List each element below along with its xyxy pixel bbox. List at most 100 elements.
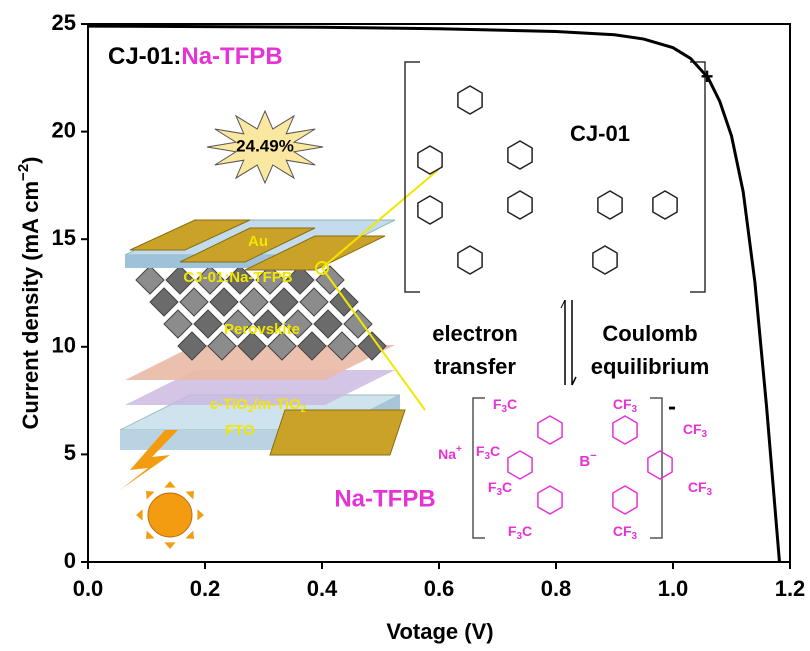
cf3-part: 3 <box>484 451 490 462</box>
cf3-part: 3 <box>496 487 502 498</box>
cf3-label: F3C <box>488 479 512 498</box>
y-tick-label: 20 <box>52 117 76 142</box>
cf3-part: 3 <box>501 404 507 415</box>
y-label-part: Current density (mA cm <box>18 181 43 430</box>
octahedron <box>165 265 195 295</box>
octahedron <box>163 309 193 339</box>
cf3-part: 3 <box>516 531 522 542</box>
cf3-part: 3 <box>632 404 638 415</box>
y-label-part: ) <box>18 156 43 163</box>
octahedron <box>177 331 207 361</box>
layer-label: CJ-01:Na-TFPB <box>183 269 292 286</box>
sun-ray <box>185 491 194 500</box>
octahedron <box>209 287 239 317</box>
y-label-part: −2 <box>15 164 32 181</box>
layer-label: c-TiO2/m-TiO2 <box>210 396 307 415</box>
title-part: Na-TFPB <box>181 43 282 70</box>
process-label: Coulomb <box>602 321 697 346</box>
layer-label: Au <box>248 233 268 250</box>
octahedron <box>195 265 225 295</box>
boron-part: − <box>590 450 596 462</box>
sun-ray <box>146 491 155 500</box>
octahedron <box>297 331 327 361</box>
sun <box>136 481 204 549</box>
cf3-label: CF3 <box>613 396 638 415</box>
octahedron <box>253 309 283 339</box>
sun-disc <box>147 492 193 538</box>
x-axis-label: Votage (V) <box>386 619 493 644</box>
octahedron <box>239 287 269 317</box>
ring <box>597 190 623 220</box>
molecule-label: CJ-01 <box>570 121 630 146</box>
etl-part: c-TiO <box>210 396 248 413</box>
x-tick-label: 0.0 <box>73 576 104 601</box>
y-tick-label: 5 <box>64 440 76 465</box>
ring <box>507 140 533 170</box>
cf3-label: CF3 <box>613 523 638 542</box>
dopant-label: Na-TFPB <box>334 485 435 512</box>
illustration <box>119 61 706 549</box>
y-tick-label: 0 <box>64 548 76 573</box>
sun-ray <box>164 542 176 549</box>
chart-title: CJ-01:Na-TFPB <box>108 43 283 70</box>
y-tick-label: 25 <box>52 10 76 35</box>
cf3-part: F <box>508 523 517 539</box>
x-tick-label: 0.6 <box>424 576 455 601</box>
zoom-circle <box>315 261 329 275</box>
sun-ray <box>136 509 143 521</box>
cf3-part: C <box>507 396 517 412</box>
title-part: CJ-01: <box>108 43 181 70</box>
ring <box>537 415 563 445</box>
starburst <box>206 109 324 185</box>
efficiency-label: 24.49% <box>236 136 294 155</box>
cf3-part: 3 <box>632 531 638 542</box>
octahedron <box>269 287 299 317</box>
octahedron <box>343 309 373 339</box>
ring <box>417 145 443 175</box>
jv-curve <box>87 24 781 563</box>
octahedron <box>299 287 329 317</box>
ring <box>457 245 483 275</box>
cf3-part: 3 <box>702 429 708 440</box>
cf3-part: 3 <box>707 487 713 498</box>
zoom-line <box>321 267 426 411</box>
ring <box>507 450 533 480</box>
process-label: electron <box>432 321 518 346</box>
octahedron <box>327 331 357 361</box>
octahedron <box>223 309 253 339</box>
sodium-part: + <box>456 444 462 455</box>
ring <box>457 85 483 115</box>
cf3-label: CF3 <box>683 421 708 440</box>
y-axis-label: Current density (mA cm−2) <box>15 156 43 429</box>
process-label: transfer <box>434 354 516 379</box>
ring <box>612 485 638 515</box>
x-tick-label: 1.2 <box>775 576 806 601</box>
etl-part: /m-TiO <box>253 396 301 413</box>
sun-ray <box>185 530 194 539</box>
layer-label: Perovskite <box>224 321 300 338</box>
x-tick-label: 0.2 <box>190 576 221 601</box>
layer-label: FTO <box>225 422 255 439</box>
etl-part: 2 <box>301 404 307 415</box>
ring <box>537 485 563 515</box>
cf3-part: F <box>493 396 502 412</box>
octahedron <box>267 331 297 361</box>
bracket <box>404 61 706 293</box>
cf3-label: F3C <box>476 443 500 462</box>
sun-ray <box>146 530 155 539</box>
octahedron <box>193 309 223 339</box>
cf3-part: F <box>488 479 497 495</box>
octahedron <box>285 265 315 295</box>
cf3-part: CF <box>683 421 702 437</box>
octahedron <box>357 331 387 361</box>
octahedron <box>283 309 313 339</box>
octahedron <box>237 331 267 361</box>
octahedron <box>255 265 285 295</box>
bracket <box>472 397 663 539</box>
cf3-part: CF <box>688 479 707 495</box>
fto-contact <box>269 409 406 456</box>
cf3-label: F3C <box>508 523 532 542</box>
molecule-rings <box>417 85 678 515</box>
y-tick-label: 10 <box>52 333 76 358</box>
